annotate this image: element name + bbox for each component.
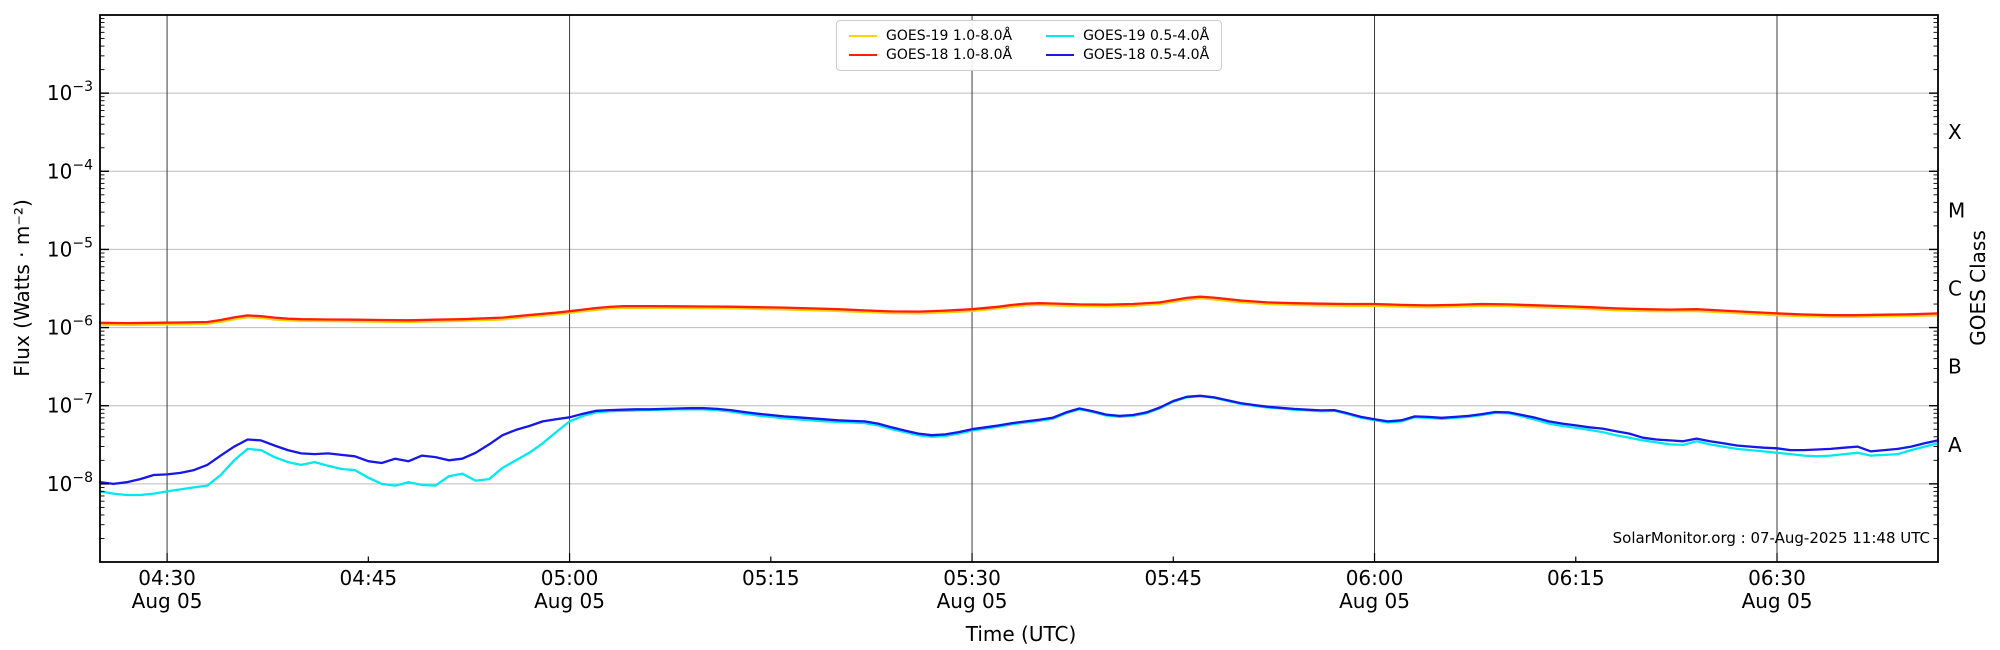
y-tick-label: 10−6 — [47, 314, 93, 340]
y-axis-title: Flux (Watts · m⁻²) — [10, 199, 34, 377]
x-tick-date-label: Aug 05 — [1742, 589, 1813, 613]
x-tick-label: 04:30 — [138, 566, 196, 590]
legend-line-swatch — [1046, 54, 1075, 56]
goes-class-label: C — [1948, 277, 1962, 301]
legend-label: GOES-19 0.5-4.0Å — [1083, 28, 1210, 44]
y-tick-label: 10−7 — [47, 392, 93, 418]
x-tick-date-label: Aug 05 — [534, 589, 605, 613]
x-tick-date-label: Aug 05 — [1339, 589, 1410, 613]
x-tick-label: 05:00 — [541, 566, 599, 590]
y-tick-label: 10−5 — [47, 235, 93, 261]
plot-frame — [99, 14, 1939, 563]
x-axis-title: Time (UTC) — [965, 622, 1077, 646]
x-tick-date-label: Aug 05 — [937, 589, 1008, 613]
goes-class-label: X — [1948, 120, 1962, 144]
y-tick-label: 10−3 — [47, 79, 93, 105]
y-tick-label: 10−4 — [47, 157, 93, 183]
legend-item: GOES-19 1.0-8.0Å — [849, 28, 1012, 44]
x-tick-label: 06:00 — [1346, 566, 1404, 590]
x-tick-label: 06:30 — [1748, 566, 1806, 590]
y-tick-label: 10−8 — [47, 470, 93, 496]
x-tick-label: 05:15 — [742, 566, 800, 590]
x-tick-label: 06:15 — [1547, 566, 1605, 590]
x-tick-date-label: Aug 05 — [132, 589, 203, 613]
legend-label: GOES-18 1.0-8.0Å — [886, 47, 1013, 63]
legend-line-swatch — [1046, 35, 1075, 37]
series-line — [98, 394, 1940, 486]
goes-class-label: A — [1948, 433, 1962, 457]
series-line — [98, 297, 1940, 327]
legend-item: GOES-18 0.5-4.0Å — [1046, 47, 1209, 63]
series-line — [98, 295, 1940, 325]
legend-item: GOES-18 1.0-8.0Å — [849, 47, 1012, 63]
x-tick-label: 05:45 — [1144, 566, 1202, 590]
legend: GOES-19 1.0-8.0Å GOES-18 1.0-8.0Å GOES-19 … — [836, 20, 1223, 71]
right-axis-title: GOES Class — [1966, 230, 1990, 346]
legend-line-swatch — [849, 54, 877, 56]
goes-class-label: B — [1948, 355, 1962, 379]
legend-label: GOES-19 1.0-8.0Å — [886, 28, 1013, 44]
legend-item: GOES-19 0.5-4.0Å — [1046, 28, 1209, 44]
x-tick-label: 05:30 — [943, 566, 1001, 590]
goes-class-label: M — [1948, 198, 1965, 222]
x-tick-label: 04:45 — [340, 566, 398, 590]
series-line — [98, 394, 1940, 497]
legend-label: GOES-18 0.5-4.0Å — [1083, 47, 1210, 63]
watermark-text: SolarMonitor.org : 07-Aug-2025 11:48 UTC — [1612, 529, 1930, 547]
legend-line-swatch — [849, 35, 877, 37]
